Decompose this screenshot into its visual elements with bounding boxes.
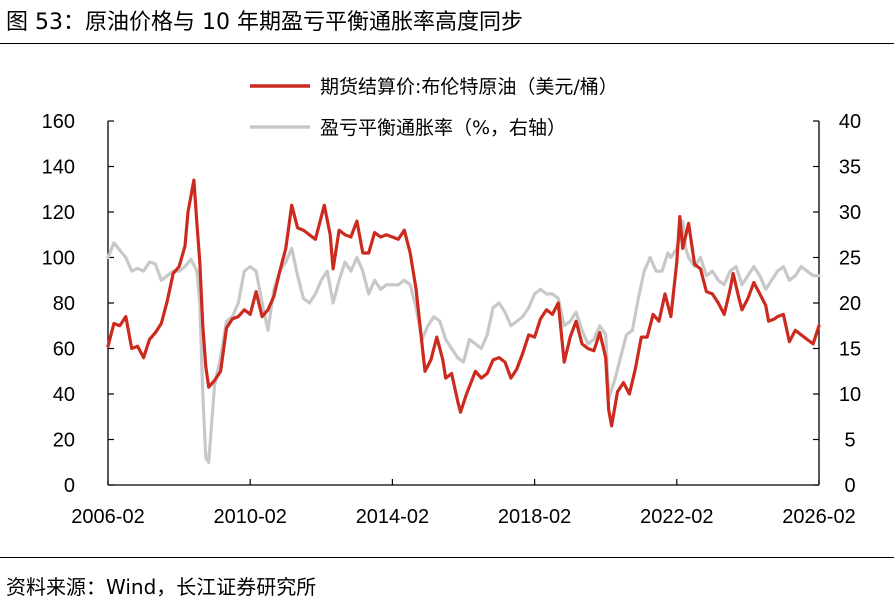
series-layer <box>106 178 821 464</box>
series-line-brent <box>106 178 821 428</box>
legend-label-breakeven: 盈亏平衡通胀率（%，右轴） <box>320 117 566 139</box>
x-tick-label: 2010-02 <box>213 506 286 528</box>
left-axis-ticks: 0 20 40 60 80 100 120 140 160 <box>42 111 114 497</box>
x-tick-label: 2018-02 <box>498 506 571 528</box>
left-tick-label: 140 <box>42 157 75 179</box>
x-tick-label: 2022-02 <box>640 506 713 528</box>
left-tick-label: 40 <box>53 384 75 406</box>
figure-title: 图 53：原油价格与 10 年期盈亏平衡通胀率高度同步 <box>6 10 523 35</box>
right-axis-ticks: 0 5 10 15 20 25 30 35 40 <box>813 111 861 497</box>
right-tick-label: 25 <box>839 248 861 270</box>
legend-label-brent: 期货结算价:布伦特原油（美元/桶） <box>320 76 618 98</box>
left-tick-label: 160 <box>42 111 75 133</box>
x-tick-label: 2014-02 <box>356 506 429 528</box>
x-tick-label: 2026-02 <box>782 506 855 528</box>
x-tick-label: 2006-02 <box>71 506 144 528</box>
source-note: 资料来源：Wind，长江证券研究所 <box>6 575 317 599</box>
right-tick-label: 35 <box>839 157 861 179</box>
left-tick-label: 80 <box>53 293 75 315</box>
series-line-breakeven <box>106 219 821 464</box>
source-divider <box>0 557 894 558</box>
right-tick-label: 30 <box>839 202 861 224</box>
dual-axis-line-chart: 0 20 40 60 80 100 120 140 160 0 5 10 15 20 25 30 35 40 2… <box>42 76 862 528</box>
left-tick-label: 60 <box>53 339 75 361</box>
right-tick-label: 20 <box>839 293 861 315</box>
left-tick-label: 100 <box>42 248 75 270</box>
left-tick-label: 0 <box>64 475 75 497</box>
right-tick-label: 0 <box>844 475 855 497</box>
right-tick-label: 40 <box>839 111 861 133</box>
x-axis-ticks: 2006-02 2010-02 2014-02 2018-02 2022-02 2026-… <box>71 479 856 528</box>
right-tick-label: 5 <box>844 430 855 452</box>
left-tick-label: 120 <box>42 202 75 224</box>
right-tick-label: 10 <box>839 384 861 406</box>
left-tick-label: 20 <box>53 430 75 452</box>
title-divider <box>0 43 894 44</box>
legend: 期货结算价:布伦特原油（美元/桶） 盈亏平衡通胀率（%，右轴） <box>250 76 618 139</box>
right-tick-label: 15 <box>839 339 861 361</box>
